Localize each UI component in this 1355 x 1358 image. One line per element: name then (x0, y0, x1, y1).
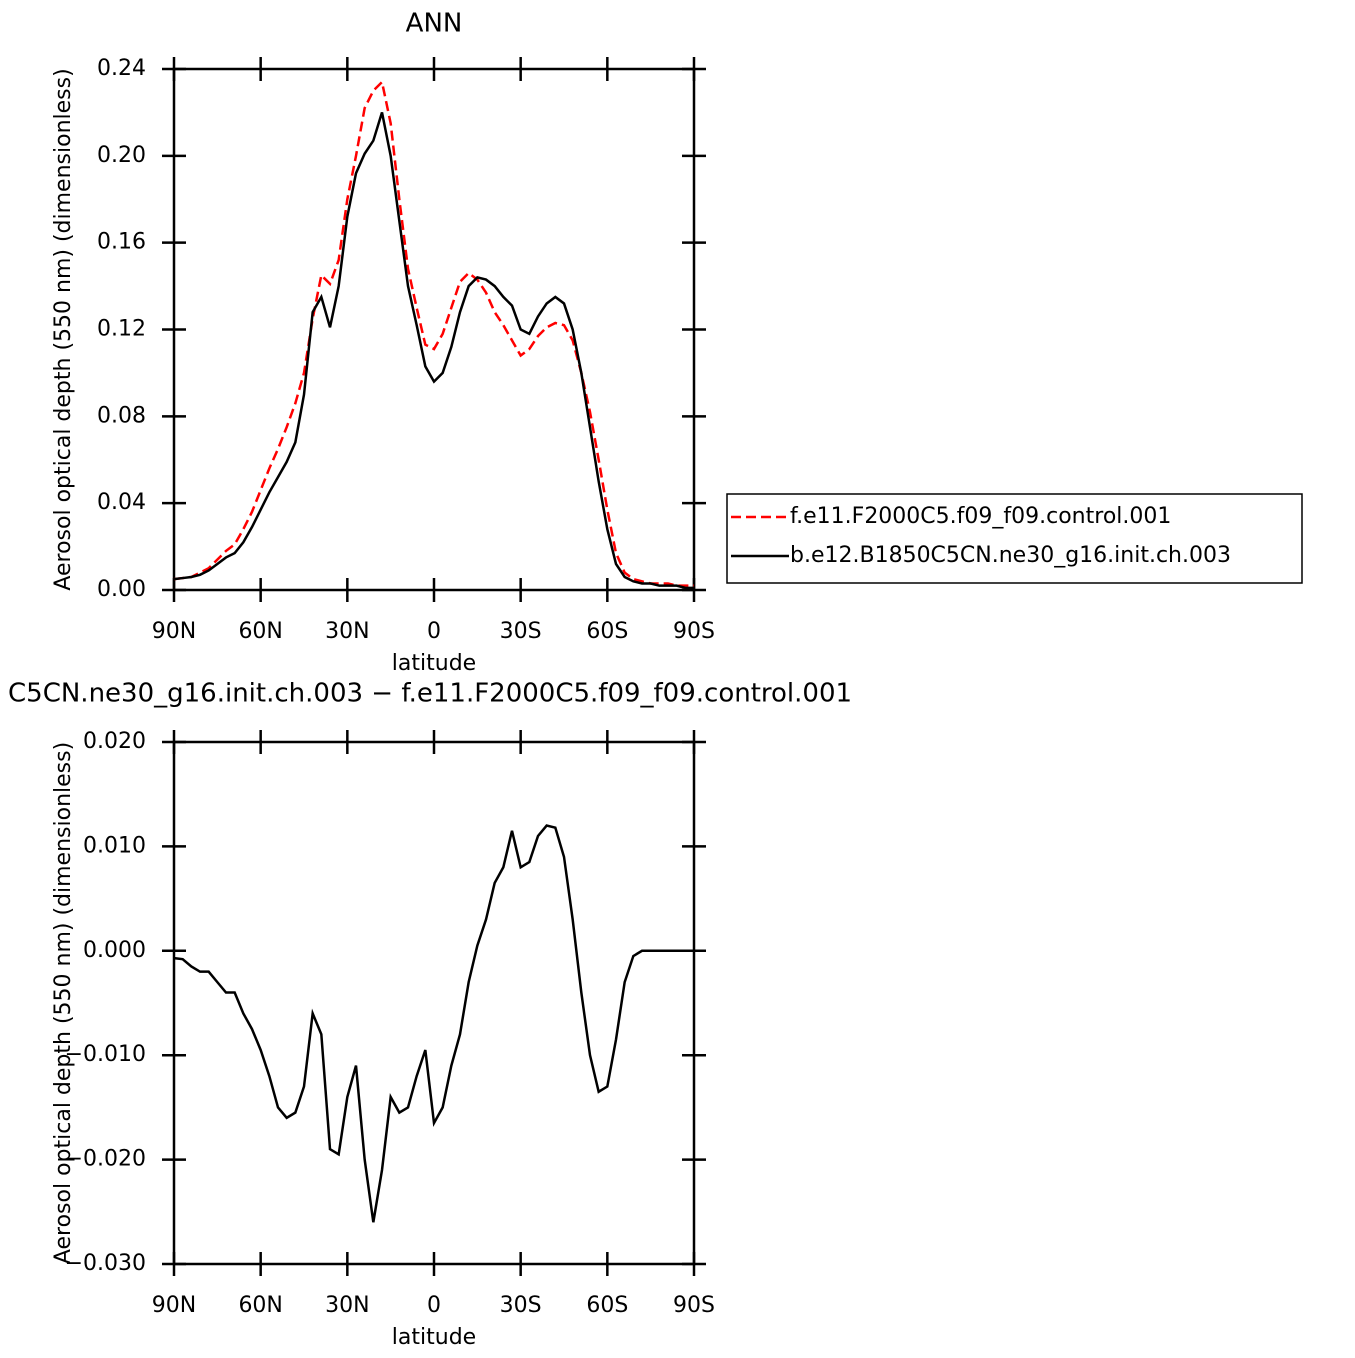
x-tick-label: 60N (238, 619, 282, 644)
data-line (173, 112, 694, 590)
x-tick-label: 30S (500, 1293, 542, 1318)
x-tick-label: 90S (673, 1293, 715, 1318)
y-tick-label: 0.000 (83, 938, 146, 963)
legend-label: b.e12.B1850C5CN.ne30_g16.init.ch.003 (790, 543, 1231, 568)
y-tick-label: 0.010 (83, 833, 146, 858)
x-tick-label: 30N (325, 619, 369, 644)
y-tick-label: −0.010 (65, 1042, 146, 1067)
x-tick-label: 60N (238, 1293, 282, 1318)
y-axis-label: Aerosol optical depth (550 nm) (dimensio… (51, 68, 76, 590)
data-line (173, 79, 694, 587)
data-line (173, 824, 694, 1223)
y-tick-label: 0.16 (97, 230, 146, 255)
x-axis-label: latitude (392, 1325, 476, 1350)
plot-frame (172, 740, 696, 1266)
x-tick-label: 0 (427, 1293, 441, 1318)
y-tick-label: 0.08 (97, 403, 146, 428)
y-tick-label: 0.20 (97, 143, 146, 168)
x-tick-label: 60S (586, 619, 628, 644)
y-tick-label: 0.12 (97, 317, 146, 342)
x-tick-label: 30N (325, 1293, 369, 1318)
x-tick-label: 90N (152, 1293, 196, 1318)
x-tick-label: 60S (586, 1293, 628, 1318)
y-tick-label: 0.04 (97, 490, 146, 515)
y-tick-label: 0.020 (83, 729, 146, 754)
y-tick-label: 0.24 (97, 56, 146, 81)
y-tick-label: −0.030 (65, 1251, 146, 1276)
legend-box (726, 493, 1303, 584)
y-tick-label: −0.020 (65, 1147, 146, 1172)
x-tick-label: 0 (427, 619, 441, 644)
chart-title: C5CN.ne30_g16.init.ch.003 − f.e11.F2000C… (8, 679, 852, 709)
chart-title: ANN (406, 9, 463, 39)
x-tick-label: 30S (500, 619, 542, 644)
x-axis-label: latitude (392, 651, 476, 676)
legend-label: f.e11.F2000C5.f09_f09.control.001 (790, 504, 1171, 529)
x-tick-label: 90N (152, 619, 196, 644)
y-axis-label: Aerosol optical depth (550 nm) (dimensio… (51, 742, 76, 1264)
y-tick-label: 0.00 (97, 577, 146, 602)
x-tick-label: 90S (673, 619, 715, 644)
